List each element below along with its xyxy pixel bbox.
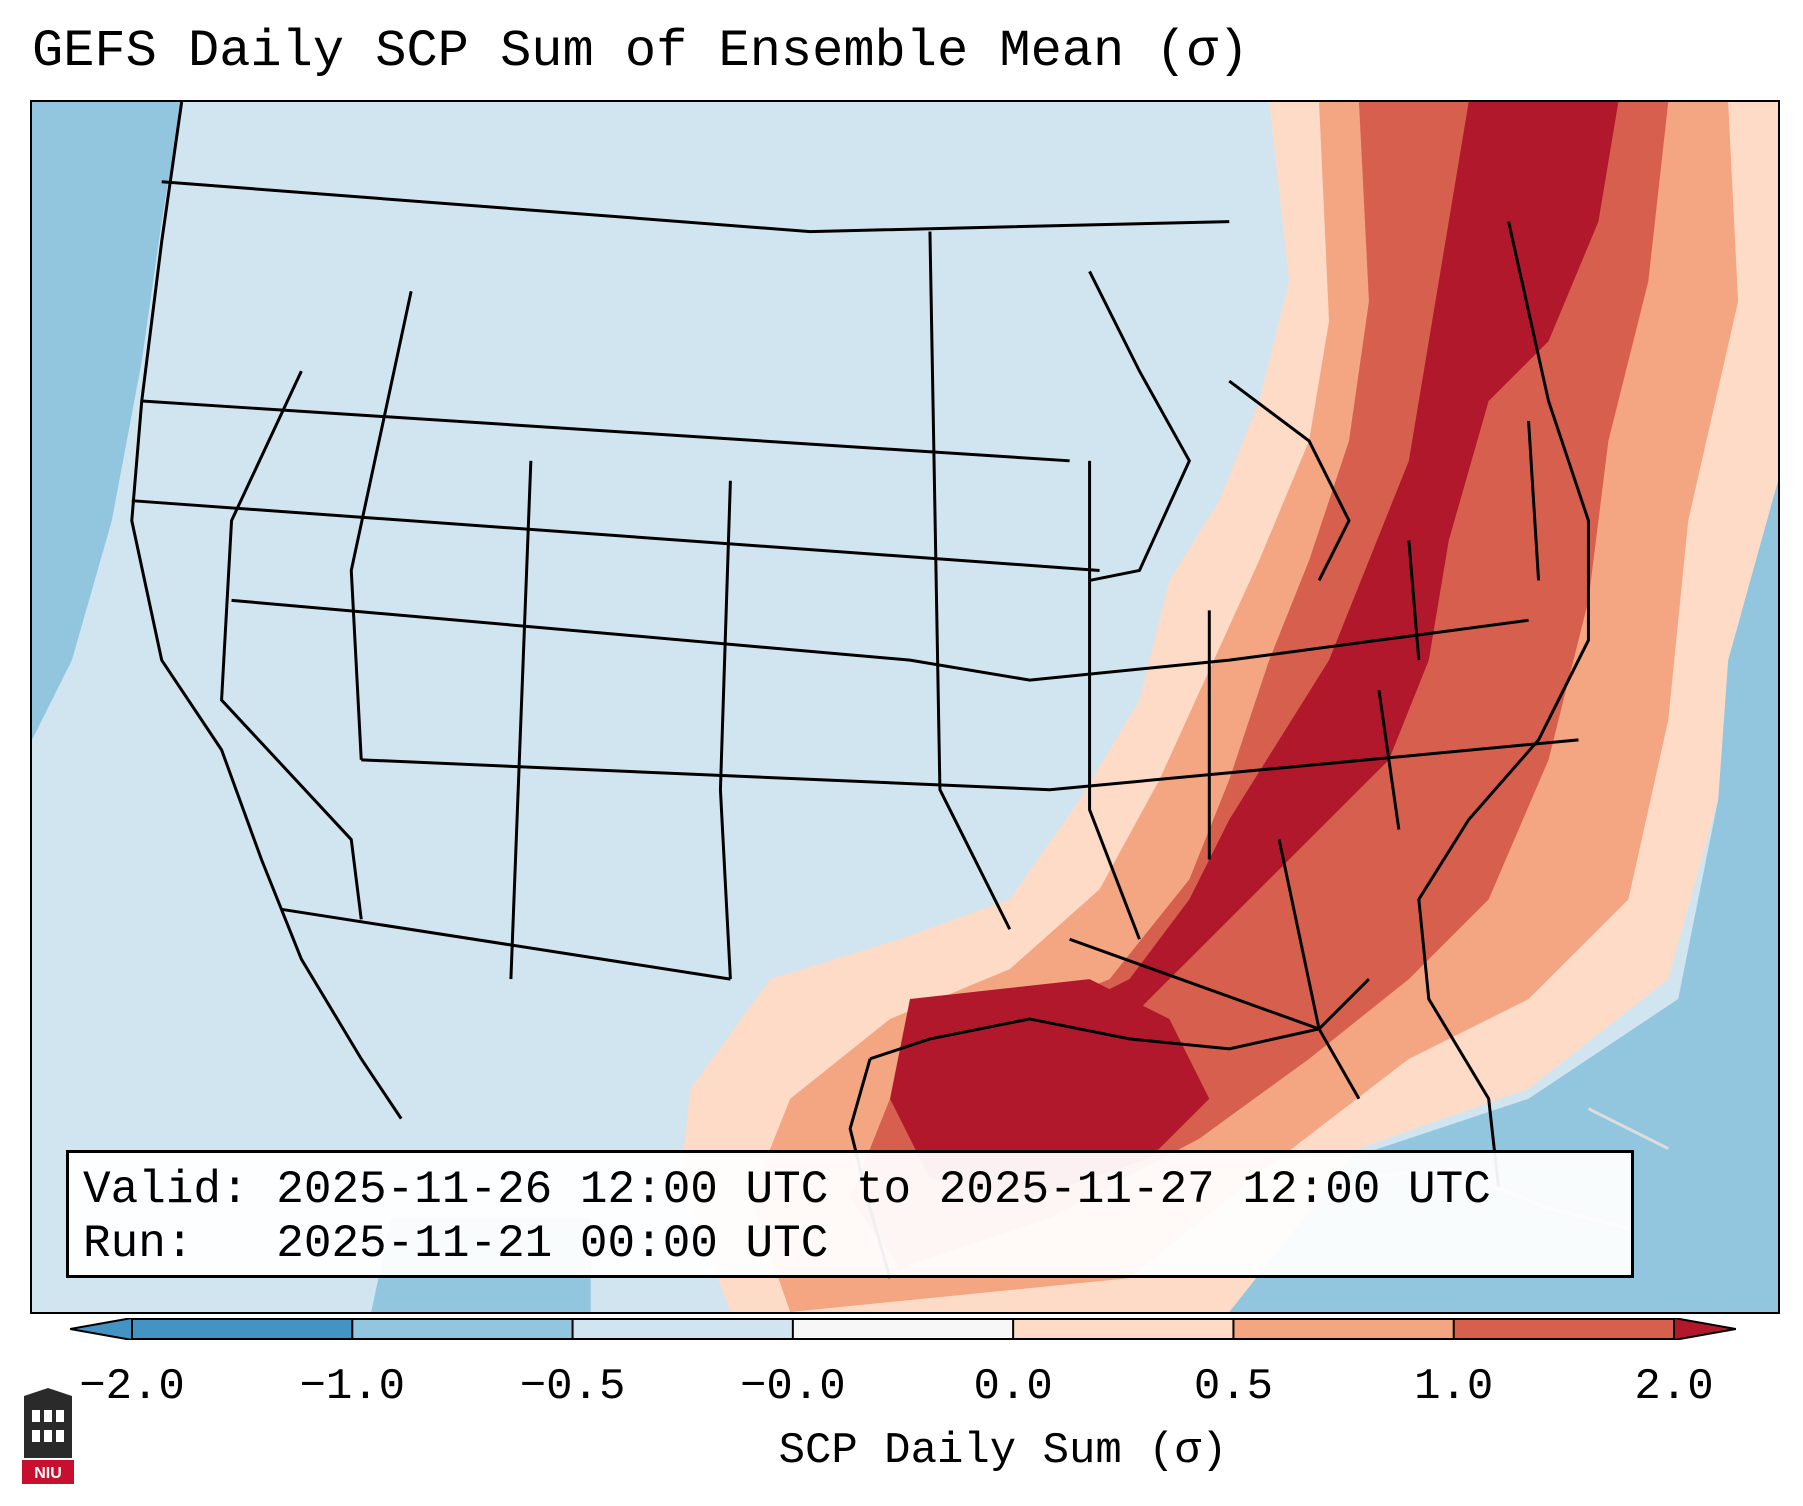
colorbar-tick-label: −2.0 [79,1362,185,1412]
run-time-text: Run: 2025-11-21 00:00 UTC [83,1218,829,1270]
colorbar-tick-label: −0.0 [740,1362,846,1412]
colorbar-tick-label: 1.0 [1414,1362,1494,1412]
logo-text: NIU [34,1465,62,1482]
colorbar-tick-label: 0.0 [973,1362,1053,1412]
colorbar-segment [1013,1318,1234,1340]
extreme-positive-field [909,102,1619,1179]
colorbar-label: SCP Daily Sum (σ) [778,1426,1228,1476]
colorbar-segment [352,1318,573,1340]
colorbar [70,1318,1736,1340]
colorbar-extend-high [1673,1318,1736,1340]
valid-run-info-box: Valid: 2025-11-26 12:00 UTC to 2025-11-2… [66,1150,1634,1278]
colorbar-tick-label: −1.0 [299,1362,406,1412]
chart-title: GEFS Daily SCP Sum of Ensemble Mean (σ) [32,22,1249,81]
atlantic-negative-field [1229,480,1778,1312]
colorbar-segment [572,1318,793,1340]
map-frame [30,100,1780,1314]
coastlines [130,102,1590,1279]
colorbar-segment [1453,1318,1674,1340]
gulf-core-field [890,979,1210,1199]
colorbar-segment [1233,1318,1454,1340]
university-building-icon: NIU [22,1388,74,1484]
pacific-negative-field [32,102,182,740]
colorbar-extend-low [70,1318,133,1340]
colorbar-segment [792,1318,1014,1340]
colorbar-tick-label: 0.5 [1193,1362,1274,1412]
colorbar-tick-label: 2.0 [1634,1362,1714,1412]
valid-time-text: Valid: 2025-11-26 12:00 UTC to 2025-11-2… [83,1164,1491,1216]
colorbar-tick-label: −0.5 [519,1362,626,1412]
scp-map [32,102,1778,1312]
colorbar-segment [132,1318,353,1340]
